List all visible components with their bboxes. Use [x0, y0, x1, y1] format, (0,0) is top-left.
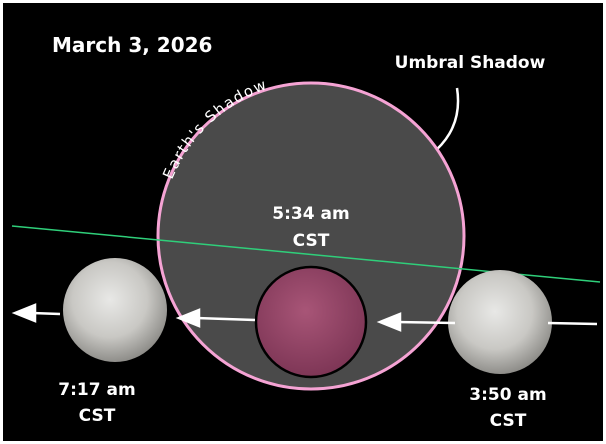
diagram: March 3, 2026 Umbral Shadow Earth's Shad… — [0, 0, 606, 444]
eclipsed-moon — [256, 267, 366, 377]
arrow-line — [396, 322, 455, 323]
arrow-line — [548, 323, 597, 324]
time-label: 7:17 am — [58, 380, 135, 400]
zone-label: CST — [490, 411, 527, 431]
page: {"title": "March 3, 2026", "umbra_label"… — [0, 0, 606, 444]
zone-label: CST — [79, 406, 116, 426]
umbra-label: Umbral Shadow — [395, 53, 546, 73]
time-label: 3:50 am — [469, 385, 546, 405]
time-label: 5:34 am — [272, 204, 349, 224]
moon-exit — [63, 258, 167, 362]
moon-entry — [448, 270, 552, 374]
title: March 3, 2026 — [52, 33, 212, 57]
zone-label: CST — [293, 231, 330, 251]
